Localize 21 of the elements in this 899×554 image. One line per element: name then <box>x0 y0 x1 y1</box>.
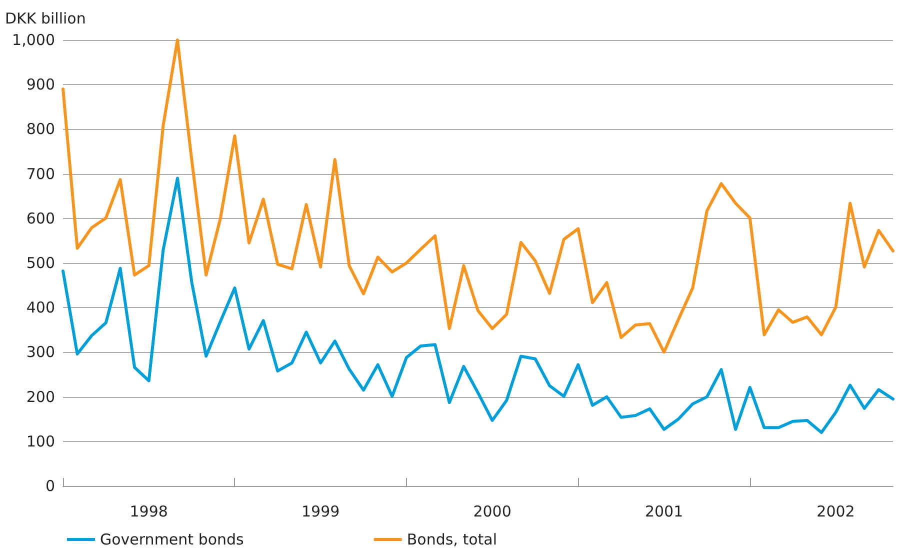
y-tick-label: 800 <box>26 120 55 138</box>
x-tick-label: 1998 <box>130 502 168 520</box>
y-tick-label: 700 <box>26 164 55 183</box>
y-tick-label: 900 <box>26 76 55 94</box>
y-tick-label: 100 <box>26 432 55 450</box>
x-tick-label: 2000 <box>473 502 512 520</box>
y-tick-label: 0 <box>45 477 55 495</box>
y-tick-label: 1,000 <box>12 31 55 49</box>
y-tick-label: 200 <box>26 388 55 406</box>
x-tick-label: 1999 <box>301 502 340 520</box>
y-tick-label: 300 <box>26 343 55 362</box>
legend-label: Government bonds <box>100 530 244 548</box>
y-tick-label: 600 <box>26 209 55 228</box>
x-tick-label: 2001 <box>644 502 684 520</box>
y-axis-title: DKK billion <box>5 10 86 28</box>
line-series <box>62 176 894 434</box>
legend-label: Bonds, total <box>406 530 498 548</box>
y-tick-label: 500 <box>26 254 55 272</box>
line-series <box>62 38 894 354</box>
x-tick-label: 2002 <box>816 502 855 520</box>
y-tick-label: 400 <box>26 298 55 317</box>
